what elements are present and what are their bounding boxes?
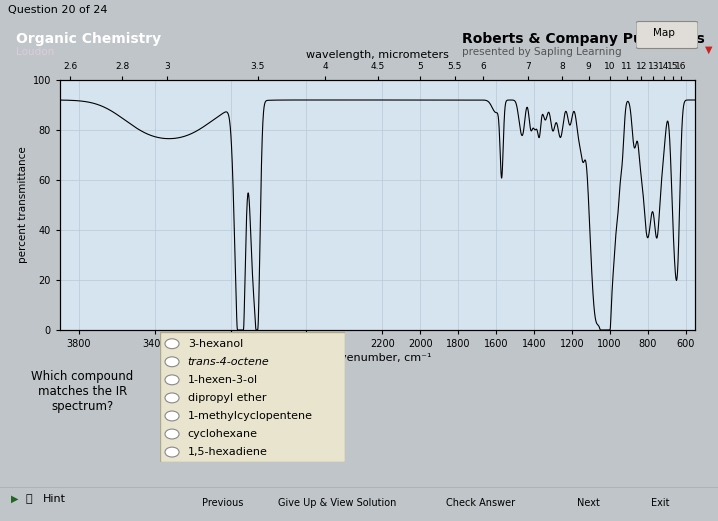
Circle shape <box>165 339 179 349</box>
Text: dipropyl ether: dipropyl ether <box>187 393 266 403</box>
Text: ▼: ▼ <box>705 44 713 55</box>
Text: 1-methylcyclopentene: 1-methylcyclopentene <box>187 411 313 421</box>
Text: cyclohexane: cyclohexane <box>187 429 258 439</box>
Text: Which compound
matches the IR
spectrum?: Which compound matches the IR spectrum? <box>32 370 134 413</box>
Text: ▶: ▶ <box>11 494 18 504</box>
Text: presented by Sapling Learning: presented by Sapling Learning <box>462 47 622 57</box>
FancyBboxPatch shape <box>160 332 345 462</box>
Circle shape <box>165 411 179 421</box>
X-axis label: wavenumber, cm⁻¹: wavenumber, cm⁻¹ <box>324 353 432 363</box>
Text: Organic Chemistry: Organic Chemistry <box>16 32 161 46</box>
Text: 1,5-hexadiene: 1,5-hexadiene <box>187 447 268 457</box>
X-axis label: wavelength, micrometers: wavelength, micrometers <box>306 50 449 60</box>
Text: Check Answer: Check Answer <box>447 498 516 508</box>
Text: Loudon: Loudon <box>16 47 54 57</box>
Text: Give Up & View Solution: Give Up & View Solution <box>279 498 396 508</box>
Text: Roberts & Company Publishers: Roberts & Company Publishers <box>462 32 705 46</box>
Y-axis label: percent transmittance: percent transmittance <box>19 146 29 264</box>
Circle shape <box>165 393 179 403</box>
FancyBboxPatch shape <box>636 21 698 48</box>
Text: Map: Map <box>653 29 675 39</box>
Text: Hint: Hint <box>43 494 66 504</box>
Text: trans-4-octene: trans-4-octene <box>187 357 269 367</box>
Text: Exit: Exit <box>651 498 670 508</box>
Text: Previous: Previous <box>202 498 243 508</box>
Circle shape <box>165 429 179 439</box>
Text: 3-hexanol: 3-hexanol <box>187 339 243 349</box>
Text: Next: Next <box>577 498 600 508</box>
Circle shape <box>165 447 179 457</box>
Circle shape <box>165 375 179 385</box>
Text: 1-hexen-3-ol: 1-hexen-3-ol <box>187 375 258 385</box>
Text: Question 20 of 24: Question 20 of 24 <box>8 5 108 15</box>
Text: 💡: 💡 <box>25 494 32 504</box>
Circle shape <box>165 357 179 367</box>
